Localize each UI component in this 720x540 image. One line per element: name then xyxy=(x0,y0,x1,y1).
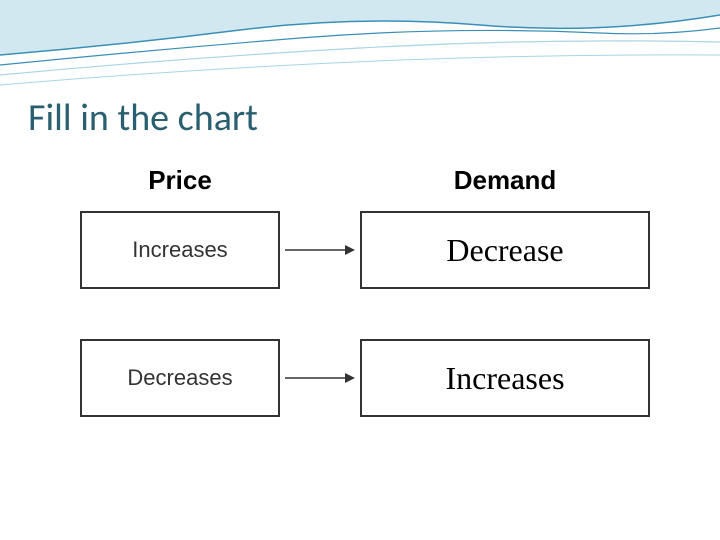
slide-title: Fill in the chart xyxy=(28,95,258,141)
demand-box-2: Increases xyxy=(360,339,650,417)
arrow-icon xyxy=(285,377,355,379)
chart-container: Price Demand Increases Decrease Decrease… xyxy=(50,165,670,467)
header-price: Price xyxy=(75,165,285,196)
chart-row: Increases Decrease xyxy=(50,211,670,289)
price-box-1: Increases xyxy=(80,211,280,289)
chart-row: Decreases Increases xyxy=(50,339,670,417)
demand-box-1: Decrease xyxy=(360,211,650,289)
chart-headers: Price Demand xyxy=(50,165,670,196)
price-box-2: Decreases xyxy=(80,339,280,417)
header-demand: Demand xyxy=(365,165,645,196)
arrow-icon xyxy=(285,249,355,251)
